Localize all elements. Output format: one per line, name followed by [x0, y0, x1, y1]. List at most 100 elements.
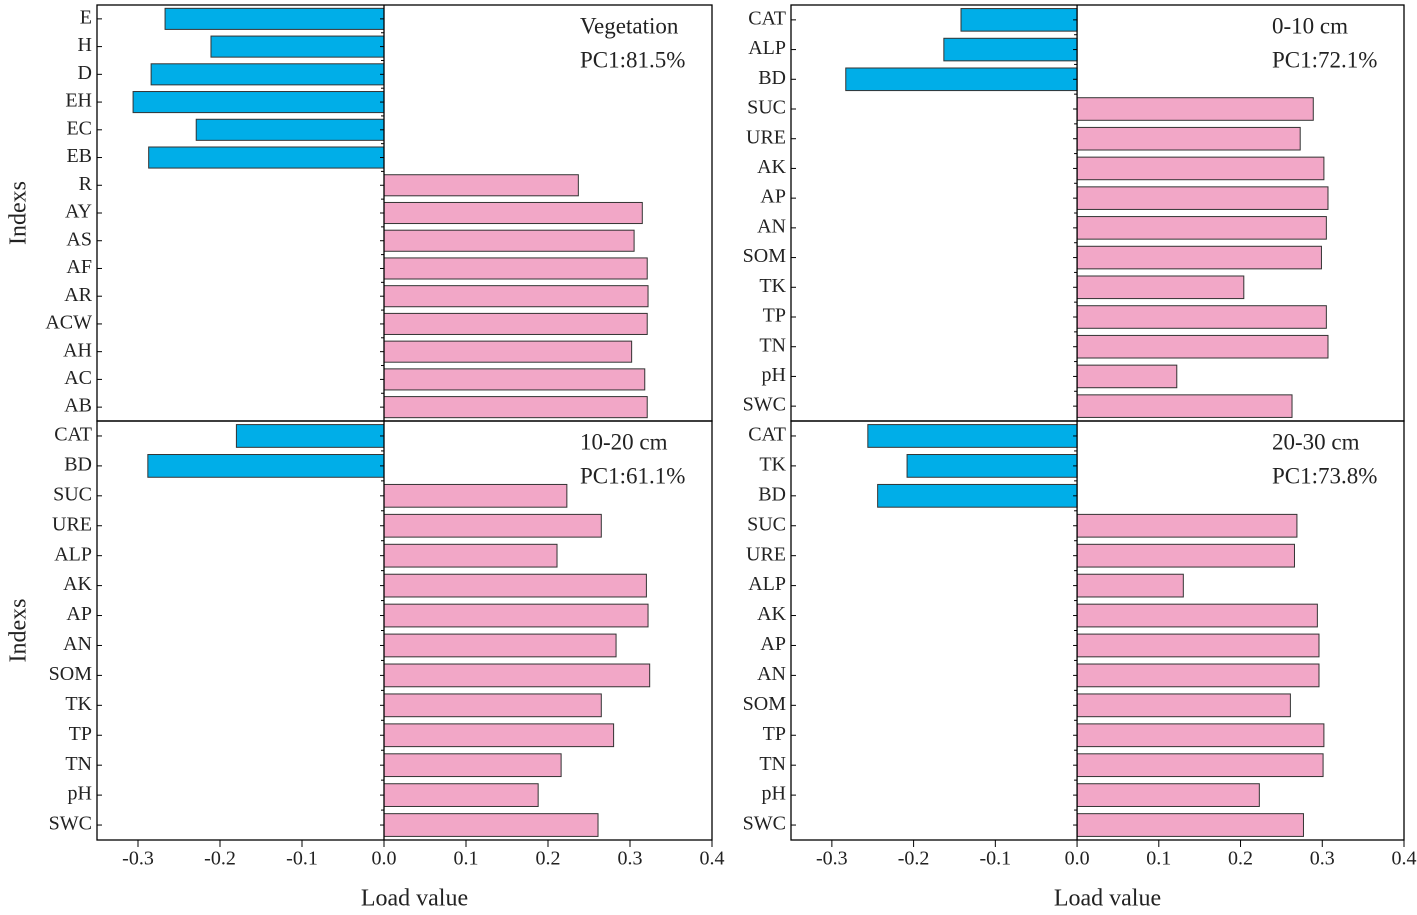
y-tick-label: SWC — [743, 394, 786, 416]
bar — [1076, 753, 1324, 778]
annotation: 0-10 cm — [1272, 13, 1348, 38]
y-tick-label: AR — [64, 284, 92, 306]
y-tick-label: TN — [759, 753, 786, 775]
annotation: PC1:61.1% — [580, 463, 685, 488]
bar — [906, 454, 1078, 478]
y-tick-label: AN — [757, 215, 786, 237]
y-tick-label: SWC — [49, 813, 92, 835]
bar — [383, 513, 602, 538]
y-tick-label: URE — [746, 126, 786, 148]
bar — [1076, 305, 1327, 329]
y-tick-label: BD — [64, 453, 92, 475]
x-tick-label: -0.3 — [122, 848, 154, 870]
bar — [383, 257, 648, 280]
annotation: PC1:81.5% — [580, 47, 685, 72]
y-tick-label: TK — [759, 275, 786, 297]
bar — [1076, 663, 1320, 688]
y-tick-label: AP — [760, 186, 786, 208]
y-tick-label: pH — [762, 364, 786, 386]
x-tick-label: 0.1 — [1146, 848, 1171, 870]
bar — [383, 573, 647, 598]
bar — [383, 396, 648, 419]
bar — [1076, 783, 1260, 807]
x-tick-label: -0.2 — [204, 848, 236, 870]
bar — [1076, 216, 1327, 240]
bar — [1076, 723, 1325, 748]
y-axis-label: Indexs — [6, 181, 32, 245]
x-tick-label: -0.1 — [286, 848, 318, 870]
bar — [1076, 603, 1318, 628]
y-tick-label: SUC — [747, 97, 786, 119]
y-tick-label: AP — [760, 633, 786, 655]
plot-frame — [790, 420, 1405, 841]
y-tick-label: ALP — [748, 37, 786, 59]
annotation: PC1:73.8% — [1272, 463, 1377, 488]
bar — [1076, 693, 1291, 718]
y-tick-label: ALP — [54, 543, 92, 565]
bar — [1076, 513, 1298, 538]
bar — [164, 7, 385, 30]
annotation: PC1:72.1% — [1272, 47, 1377, 72]
y-tick-label: TK — [759, 453, 786, 475]
y-tick-label: D — [78, 62, 92, 84]
bar — [195, 118, 385, 141]
bar — [150, 63, 385, 86]
x-tick-label: 0.0 — [1065, 848, 1090, 870]
y-tick-label: SOM — [743, 693, 787, 715]
bar — [1076, 275, 1245, 300]
bar — [383, 174, 579, 197]
y-tick-label: AH — [63, 339, 92, 361]
bar — [1076, 633, 1320, 658]
bar — [383, 312, 648, 335]
y-tick-label: SOM — [743, 245, 787, 267]
y-tick-label: AK — [757, 156, 786, 178]
y-tick-label: TP — [69, 723, 92, 745]
y-tick-label: CAT — [54, 424, 92, 446]
bar — [1076, 573, 1184, 598]
x-axis-label: Load value — [1054, 886, 1161, 912]
bar — [383, 368, 646, 391]
x-tick-label: 0.2 — [1228, 848, 1253, 870]
bar — [867, 424, 1078, 448]
bar — [383, 201, 643, 225]
x-tick-label: 0.3 — [1310, 848, 1335, 870]
y-tick-label: BD — [758, 483, 786, 505]
annotation: 10-20 cm — [580, 429, 668, 454]
bar — [132, 91, 385, 114]
bar — [960, 8, 1078, 32]
bar — [383, 753, 562, 778]
bar — [148, 146, 385, 169]
x-tick-label: -0.1 — [979, 848, 1011, 870]
bar — [383, 813, 599, 837]
y-tick-label: TP — [763, 723, 786, 745]
y-tick-label: pH — [762, 783, 786, 805]
bar — [383, 723, 615, 748]
y-tick-label: AS — [66, 228, 92, 250]
x-tick-label: -0.3 — [816, 848, 848, 870]
bar — [383, 603, 649, 628]
bar — [877, 483, 1078, 508]
bar — [147, 454, 385, 478]
bar — [383, 229, 635, 252]
y-tick-label: R — [79, 173, 93, 195]
bar — [1076, 813, 1304, 837]
bar — [943, 37, 1078, 62]
bar — [383, 543, 558, 568]
x-tick-label: -0.2 — [898, 848, 930, 870]
y-tick-label: EB — [66, 145, 92, 167]
bar — [1076, 394, 1293, 418]
plot-frame — [96, 420, 713, 841]
y-tick-label: BD — [758, 67, 786, 89]
bar — [383, 663, 651, 688]
bar — [383, 693, 602, 718]
bar — [1076, 334, 1329, 359]
bar — [1076, 245, 1322, 270]
y-tick-label: AN — [757, 663, 786, 685]
bar — [1076, 543, 1295, 568]
y-tick-label: AK — [63, 573, 92, 595]
bar — [845, 67, 1078, 92]
y-tick-label: SWC — [743, 813, 786, 835]
bar — [1076, 126, 1301, 151]
